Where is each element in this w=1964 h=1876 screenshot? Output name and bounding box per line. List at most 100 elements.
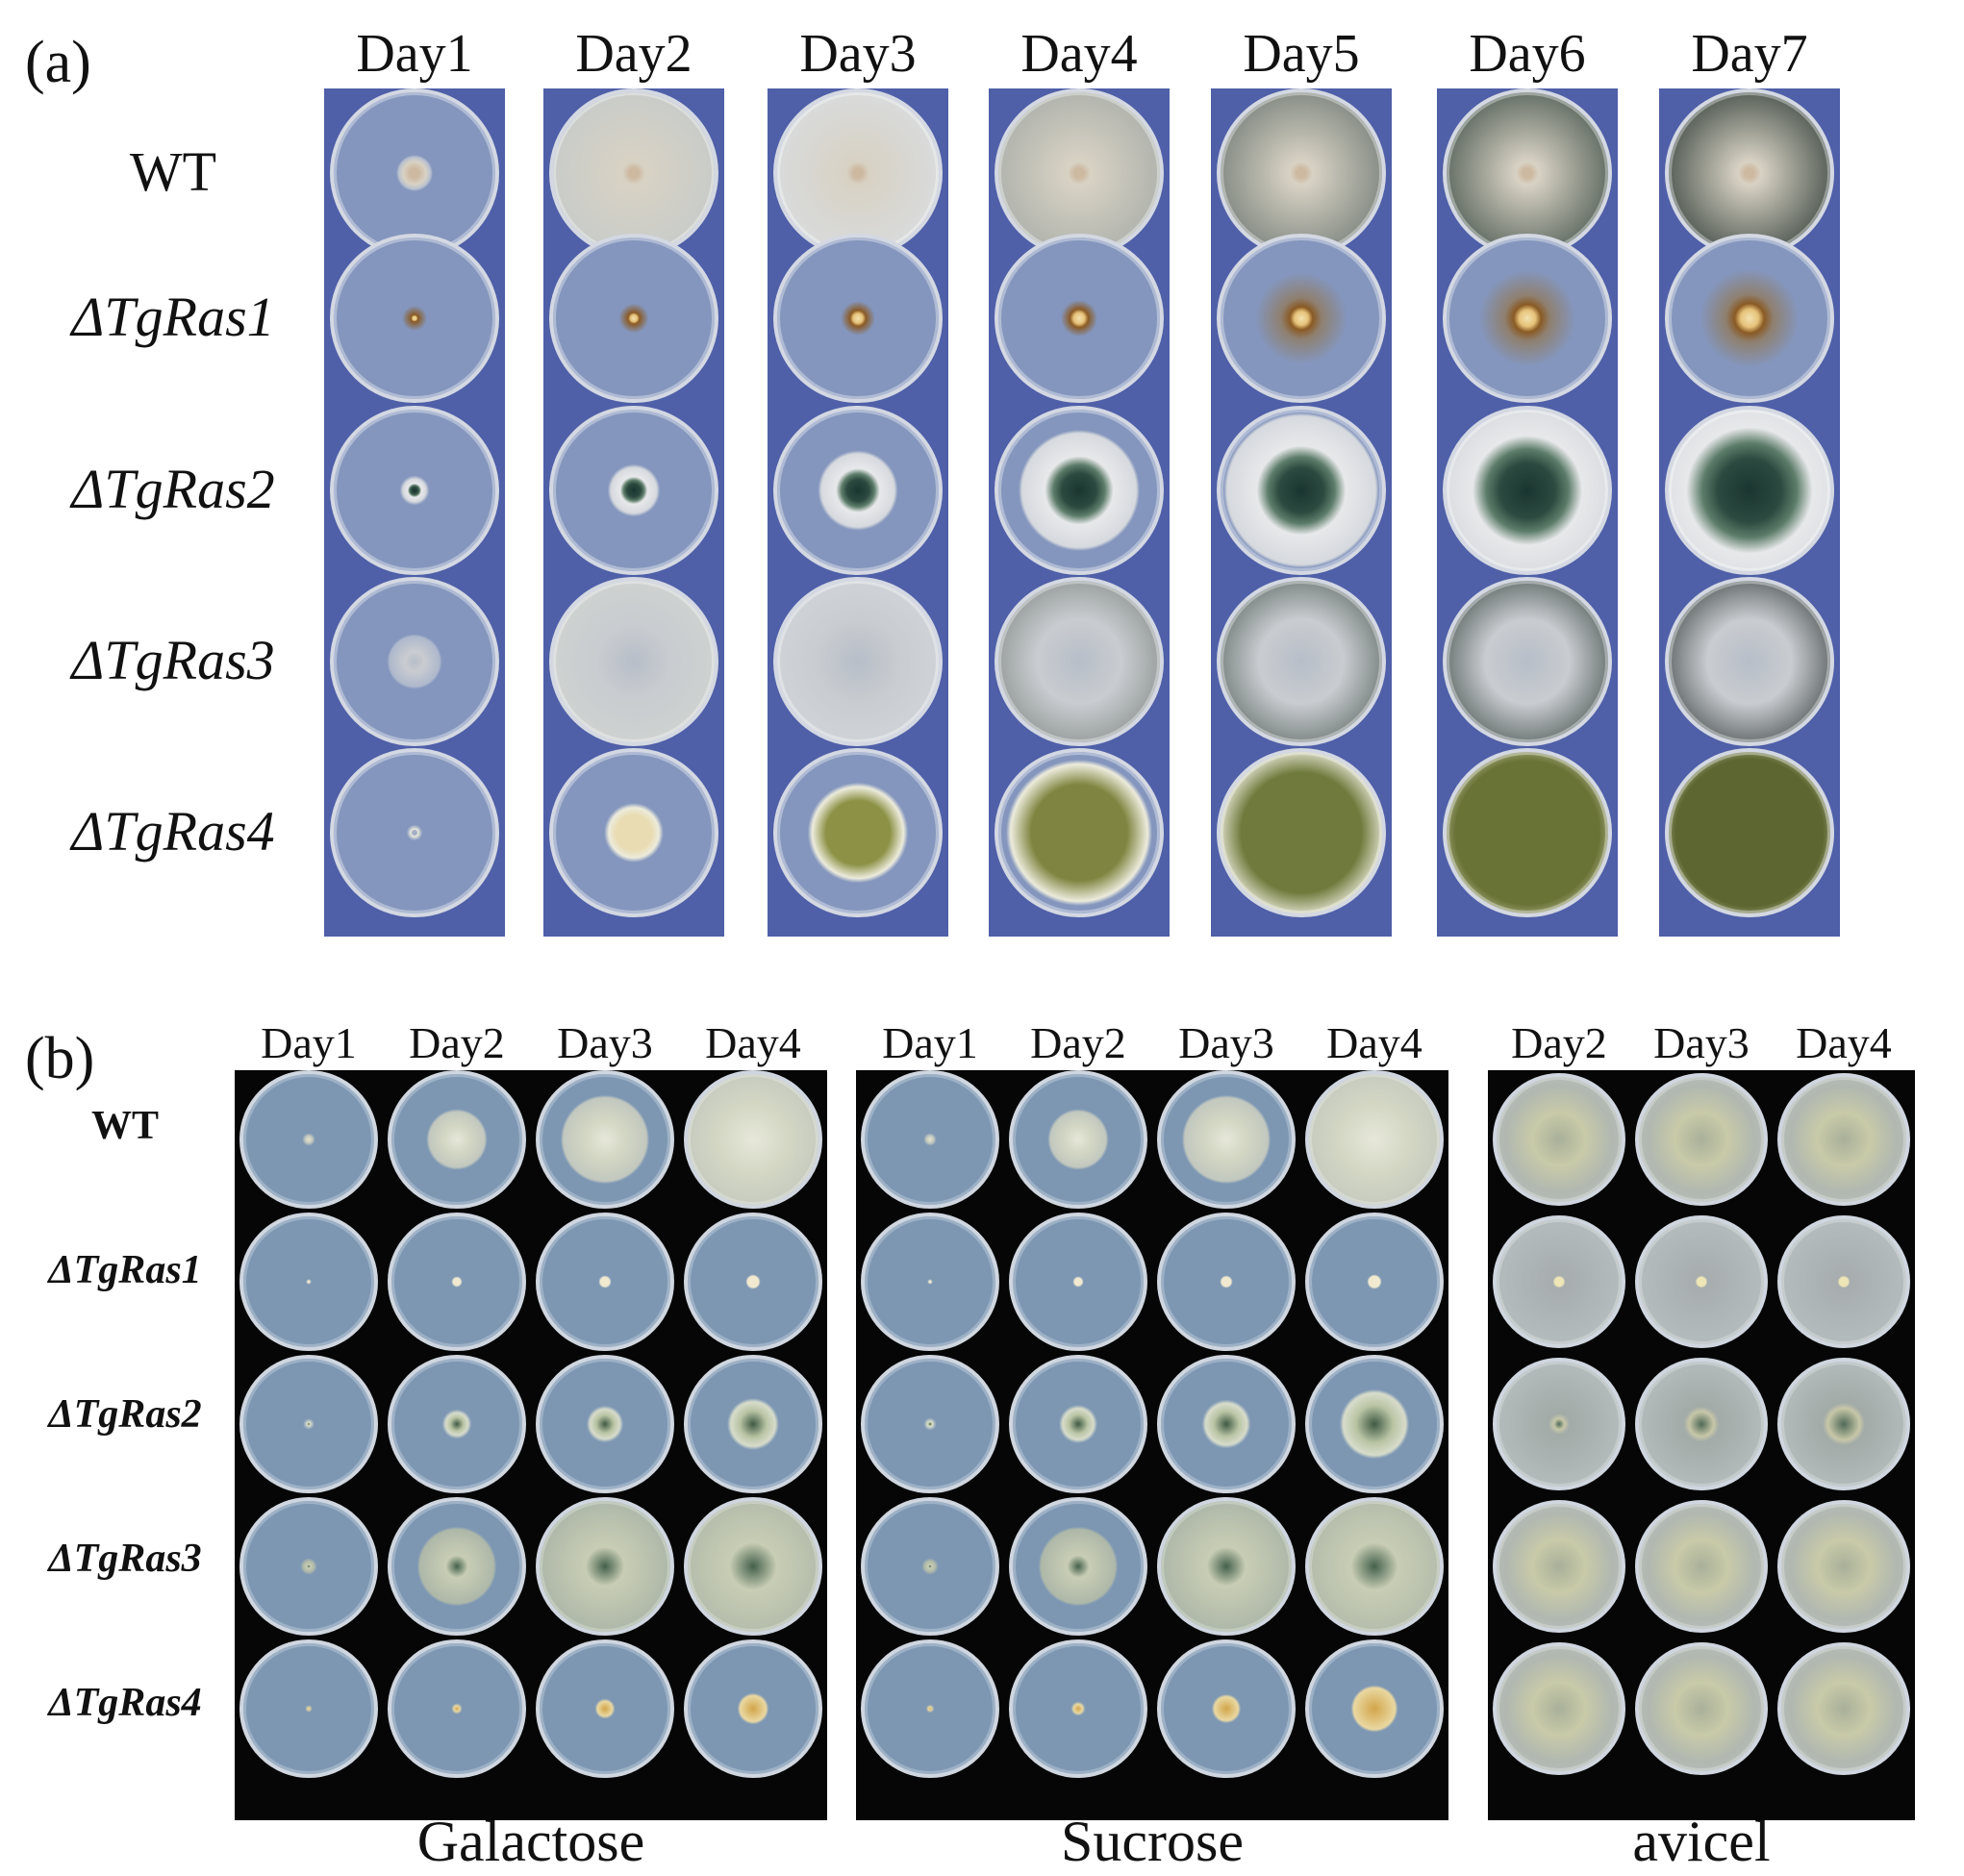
petri-plate [388, 1355, 526, 1493]
panel-b-medium-label: Sucrose [1061, 1810, 1244, 1873]
petri-plate [1635, 1358, 1768, 1490]
petri-plate [1443, 577, 1612, 746]
panel-a-day-label: Day3 [799, 24, 917, 84]
petri-plate [536, 1497, 674, 1636]
panel-b-strain-label: ΔTgRas4 [48, 1681, 202, 1725]
panel-a-strain-label: ΔTgRas3 [71, 629, 275, 691]
petri-plate [1157, 1213, 1296, 1351]
petri-plate [1305, 1355, 1444, 1493]
petri-plate [1217, 88, 1386, 258]
panel-b-strain-label: WT [90, 1104, 159, 1148]
petri-plate [330, 234, 499, 403]
petri-plate [1443, 234, 1612, 403]
panel-b-day-label: Day1 [882, 1018, 978, 1067]
petri-plate [239, 1355, 378, 1493]
petri-plate [1157, 1070, 1296, 1209]
petri-plate [773, 406, 943, 575]
petri-plate [1493, 1642, 1625, 1775]
petri-plate [1777, 1358, 1910, 1490]
petri-plate [1157, 1355, 1296, 1493]
petri-plate [549, 577, 718, 746]
petri-plate [1777, 1215, 1910, 1348]
petri-plate [1665, 577, 1834, 746]
petri-plate [239, 1497, 378, 1636]
petri-plate [773, 88, 943, 258]
panel-a-plate-column [989, 88, 1170, 937]
panel-a-day-label: Day2 [575, 24, 692, 84]
petri-plate [684, 1639, 822, 1778]
petri-plate [1777, 1500, 1910, 1633]
panel-b-day-label: Day2 [1511, 1018, 1607, 1067]
petri-plate [1157, 1497, 1296, 1636]
panel-a-day-label: Day5 [1243, 24, 1360, 84]
petri-plate [536, 1355, 674, 1493]
petri-plate [1493, 1215, 1625, 1348]
panel-b-strain-label: ΔTgRas2 [48, 1392, 202, 1437]
petri-plate [1305, 1070, 1444, 1209]
panel-b-strain-label: ΔTgRas1 [48, 1248, 202, 1292]
petri-plate [1635, 1642, 1768, 1775]
petri-plate [1493, 1500, 1625, 1633]
petri-plate [549, 406, 718, 575]
petri-plate [1305, 1639, 1444, 1778]
petri-plate [684, 1070, 822, 1209]
petri-plate [1665, 234, 1834, 403]
petri-plate [861, 1497, 999, 1636]
petri-plate [773, 577, 943, 746]
petri-plate [239, 1639, 378, 1778]
panel-b-strain-label: ΔTgRas3 [48, 1537, 202, 1581]
panel-a-day-label: Day7 [1691, 24, 1808, 84]
panel-b-day-label: Day3 [1653, 1018, 1750, 1067]
panel-b-day-label: Day2 [409, 1018, 505, 1067]
petri-plate [1777, 1642, 1910, 1775]
panel-a-plate-column [1437, 88, 1618, 937]
petri-plate [1493, 1073, 1625, 1206]
panel-a-day-label: Day6 [1469, 24, 1586, 84]
panel-a-plate-column [1211, 88, 1392, 937]
petri-plate [773, 748, 943, 917]
petri-plate [1635, 1500, 1768, 1633]
panel-b-medium-block [1488, 1070, 1915, 1820]
panel-b-day-label: Day3 [557, 1018, 653, 1067]
petri-plate [1305, 1497, 1444, 1636]
petri-plate [995, 406, 1164, 575]
petri-plate [684, 1213, 822, 1351]
petri-plate [536, 1213, 674, 1351]
petri-plate [1493, 1358, 1625, 1490]
petri-plate [1009, 1497, 1147, 1636]
panel-b-day-label: Day4 [1796, 1018, 1892, 1067]
panel-a-day-label: Day1 [356, 24, 473, 84]
petri-plate [861, 1213, 999, 1351]
petri-plate [995, 234, 1164, 403]
petri-plate [995, 748, 1164, 917]
petri-plate [1009, 1355, 1147, 1493]
petri-plate [684, 1497, 822, 1636]
panel-b-day-label: Day4 [1326, 1018, 1423, 1067]
panel-a-plate-column [768, 88, 948, 937]
petri-plate [388, 1213, 526, 1351]
petri-plate [330, 748, 499, 917]
panel-b-day-label: Day3 [1178, 1018, 1274, 1067]
panel-a-label: (a) [25, 30, 91, 95]
panel-a-plate-column [324, 88, 505, 937]
petri-plate [1665, 748, 1834, 917]
panel-b-medium-label: avicel [1632, 1810, 1771, 1873]
panel-a-strain-label: ΔTgRas4 [71, 800, 275, 863]
petri-plate [549, 234, 718, 403]
petri-plate [239, 1213, 378, 1351]
petri-plate [1009, 1639, 1147, 1778]
petri-plate [861, 1355, 999, 1493]
petri-plate [388, 1070, 526, 1209]
petri-plate [1443, 406, 1612, 575]
petri-plate [549, 748, 718, 917]
panel-b-day-label: Day2 [1030, 1018, 1126, 1067]
petri-plate [1009, 1070, 1147, 1209]
petri-plate [1635, 1073, 1768, 1206]
panel-b-medium-block [235, 1070, 827, 1820]
petri-plate [1777, 1073, 1910, 1206]
petri-plate [995, 88, 1164, 258]
petri-plate [1217, 234, 1386, 403]
petri-plate [1217, 748, 1386, 917]
petri-plate [1305, 1213, 1444, 1351]
panel-a-day-label: Day4 [1020, 24, 1138, 84]
